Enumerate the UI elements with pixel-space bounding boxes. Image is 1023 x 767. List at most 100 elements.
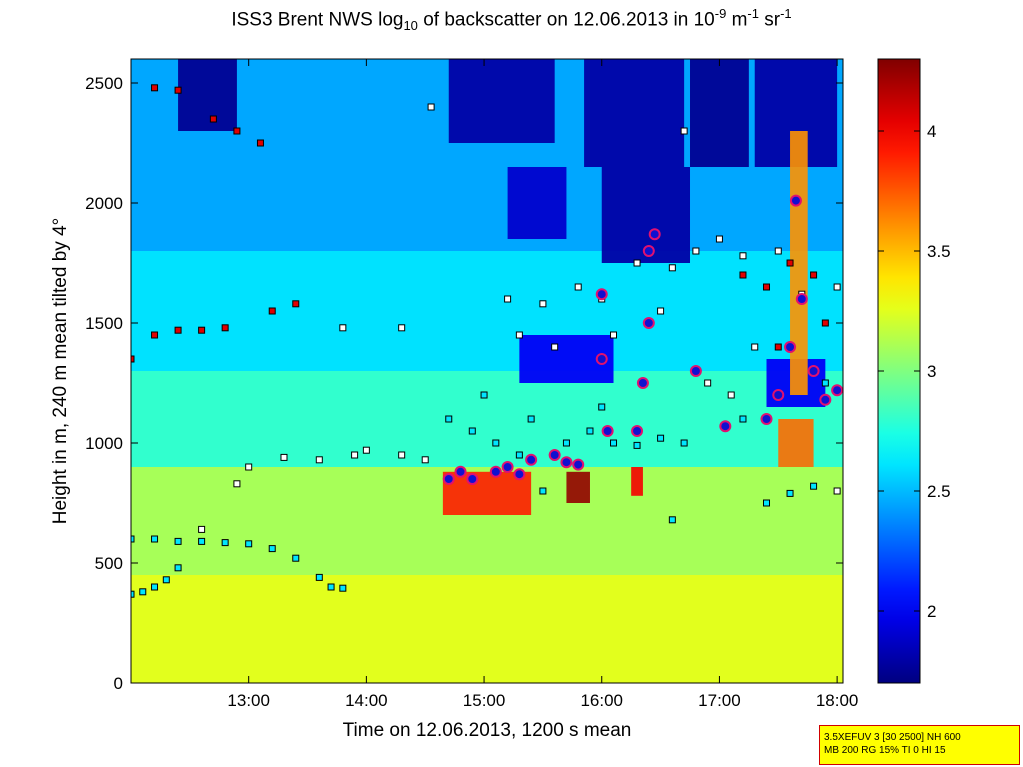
- marker-s3-p5: [513, 468, 526, 481]
- low-region-2: [507, 167, 567, 239]
- colorbar: 2 2.5 3 3.5 4: [877, 58, 951, 684]
- marker-s0-p12: [292, 554, 300, 562]
- marker-s2-p8: [233, 127, 241, 135]
- marker-s0-p26: [680, 439, 688, 447]
- marker-s1-p19: [715, 235, 723, 243]
- marker-s0-p33: [598, 403, 606, 411]
- marker-s1-p23: [833, 283, 841, 291]
- marker-s0-p14: [327, 583, 335, 591]
- marker-s1-p21: [774, 247, 782, 255]
- marker-s1-p18: [692, 247, 700, 255]
- marker-s1-p4: [315, 456, 323, 464]
- low-backscatter-regions: [178, 59, 838, 407]
- marker-s3-p2: [466, 473, 479, 485]
- y-axis-label: Height in m, 240 m mean tilted by 4°: [50, 218, 71, 524]
- x-axis-label: Time on 12.06.2013, 1200 s mean: [343, 720, 632, 741]
- marker-s0-p7: [174, 537, 182, 545]
- settings-box: 3.5XEFUV 3 [30 2500] NH 600 MB 200 RG 15…: [819, 725, 1020, 765]
- marker-s0-p17: [468, 427, 476, 435]
- x-tick-label-4: 17:00: [698, 691, 741, 710]
- marker-s0-p11: [268, 545, 276, 553]
- y-axis: 0 500 1000 1500 2000 2500: [85, 74, 843, 693]
- marker-s1-p1: [233, 480, 241, 488]
- marker-s2-p7: [209, 115, 217, 123]
- plot-area: [131, 59, 843, 683]
- marker-s3-p25: [807, 365, 820, 377]
- marker-s0-p15: [339, 584, 347, 592]
- marker-s3-p21: [772, 389, 785, 401]
- title-log-base: 10: [403, 18, 418, 34]
- cb-tick-label-2: 3: [927, 362, 936, 381]
- marker-s1-p12: [504, 295, 512, 303]
- low-region-5: [690, 59, 749, 167]
- marker-s2-p17: [821, 319, 829, 327]
- high-region-1: [566, 471, 590, 503]
- x-tick-label-2: 15:00: [463, 691, 506, 710]
- marker-s1-p0: [198, 525, 206, 533]
- field-layer-3: [131, 251, 843, 371]
- y-tick-label-2: 1000: [85, 434, 123, 453]
- marker-s1-p29: [704, 379, 712, 387]
- title-prefix: ISS3 Brent NWS log: [231, 9, 404, 31]
- marker-s0-p3: [162, 576, 170, 584]
- marker-s3-p0: [442, 473, 455, 485]
- marker-s2-p16: [774, 343, 782, 351]
- marker-s0-p23: [610, 439, 618, 447]
- marker-s0-p19: [515, 451, 523, 459]
- marker-s2-p10: [268, 307, 276, 315]
- colorbar-fill: [877, 58, 921, 684]
- marker-s0-p10: [245, 540, 253, 548]
- colorbar-ticks: 2 2.5 3 3.5 4: [878, 122, 951, 621]
- marker-s0-p8: [198, 537, 206, 545]
- marker-s2-p9: [256, 139, 264, 147]
- marker-s0-p29: [786, 489, 794, 497]
- marker-s3-p1: [454, 465, 467, 478]
- y-tick-label-4: 2000: [85, 194, 123, 213]
- marker-s0-p24: [633, 441, 641, 449]
- marker-s1-p6: [362, 446, 370, 454]
- marker-s1-p9: [339, 324, 347, 332]
- low-region-3: [584, 59, 685, 167]
- marker-s1-p10: [398, 324, 406, 332]
- cb-tick-label-0: 2: [927, 602, 936, 621]
- marker-s3-p22: [784, 341, 797, 353]
- marker-s3-p13: [631, 425, 644, 437]
- x-axis: 13:00 14:00 15:00 16:00 17:00 18:00: [227, 59, 858, 710]
- title-exp-1: -9: [714, 6, 727, 21]
- title-unit-m: m: [726, 9, 748, 31]
- marker-s3-p4: [501, 461, 514, 473]
- marker-s0-p16: [445, 415, 453, 423]
- marker-s2-p5: [151, 84, 159, 92]
- marker-s3-p16: [642, 245, 655, 257]
- marker-s1-p26: [551, 343, 559, 351]
- marker-s1-p24: [657, 307, 665, 315]
- marker-s0-p4: [174, 564, 182, 572]
- marker-s3-p12: [601, 425, 614, 437]
- marker-s0-p5: [131, 535, 135, 543]
- marker-s0-p6: [151, 535, 159, 543]
- plot-frame: [130, 58, 844, 684]
- marker-s2-p4: [221, 324, 229, 332]
- marker-s3-p14: [636, 377, 649, 389]
- marker-s0-p25: [657, 434, 665, 442]
- marker-s2-p2: [174, 326, 182, 334]
- marker-s3-p6: [525, 453, 538, 466]
- y-tick-label-3: 1500: [85, 314, 123, 333]
- cb-tick-label-1: 2.5: [927, 482, 951, 501]
- x-tick-label-3: 16:00: [580, 691, 623, 710]
- marker-s1-p33: [833, 487, 841, 495]
- marker-s3-p20: [760, 413, 773, 425]
- marker-s1-p7: [398, 451, 406, 459]
- x-tick-label-0: 13:00: [227, 691, 270, 710]
- marker-s0-p35: [821, 379, 829, 387]
- marker-s2-p1: [151, 331, 159, 339]
- cb-tick-label-4: 4: [927, 122, 936, 141]
- marker-s1-p20: [739, 252, 747, 260]
- marker-s0-p30: [810, 482, 818, 490]
- marker-s3-p9: [572, 458, 585, 471]
- x-tick-label-1: 14:00: [345, 691, 388, 710]
- field-layer-2: [131, 371, 843, 467]
- marker-s3-p15: [642, 317, 655, 329]
- marker-s0-p32: [527, 415, 535, 423]
- title-middle: of backscatter on 12.06.2013 in 10: [417, 9, 715, 31]
